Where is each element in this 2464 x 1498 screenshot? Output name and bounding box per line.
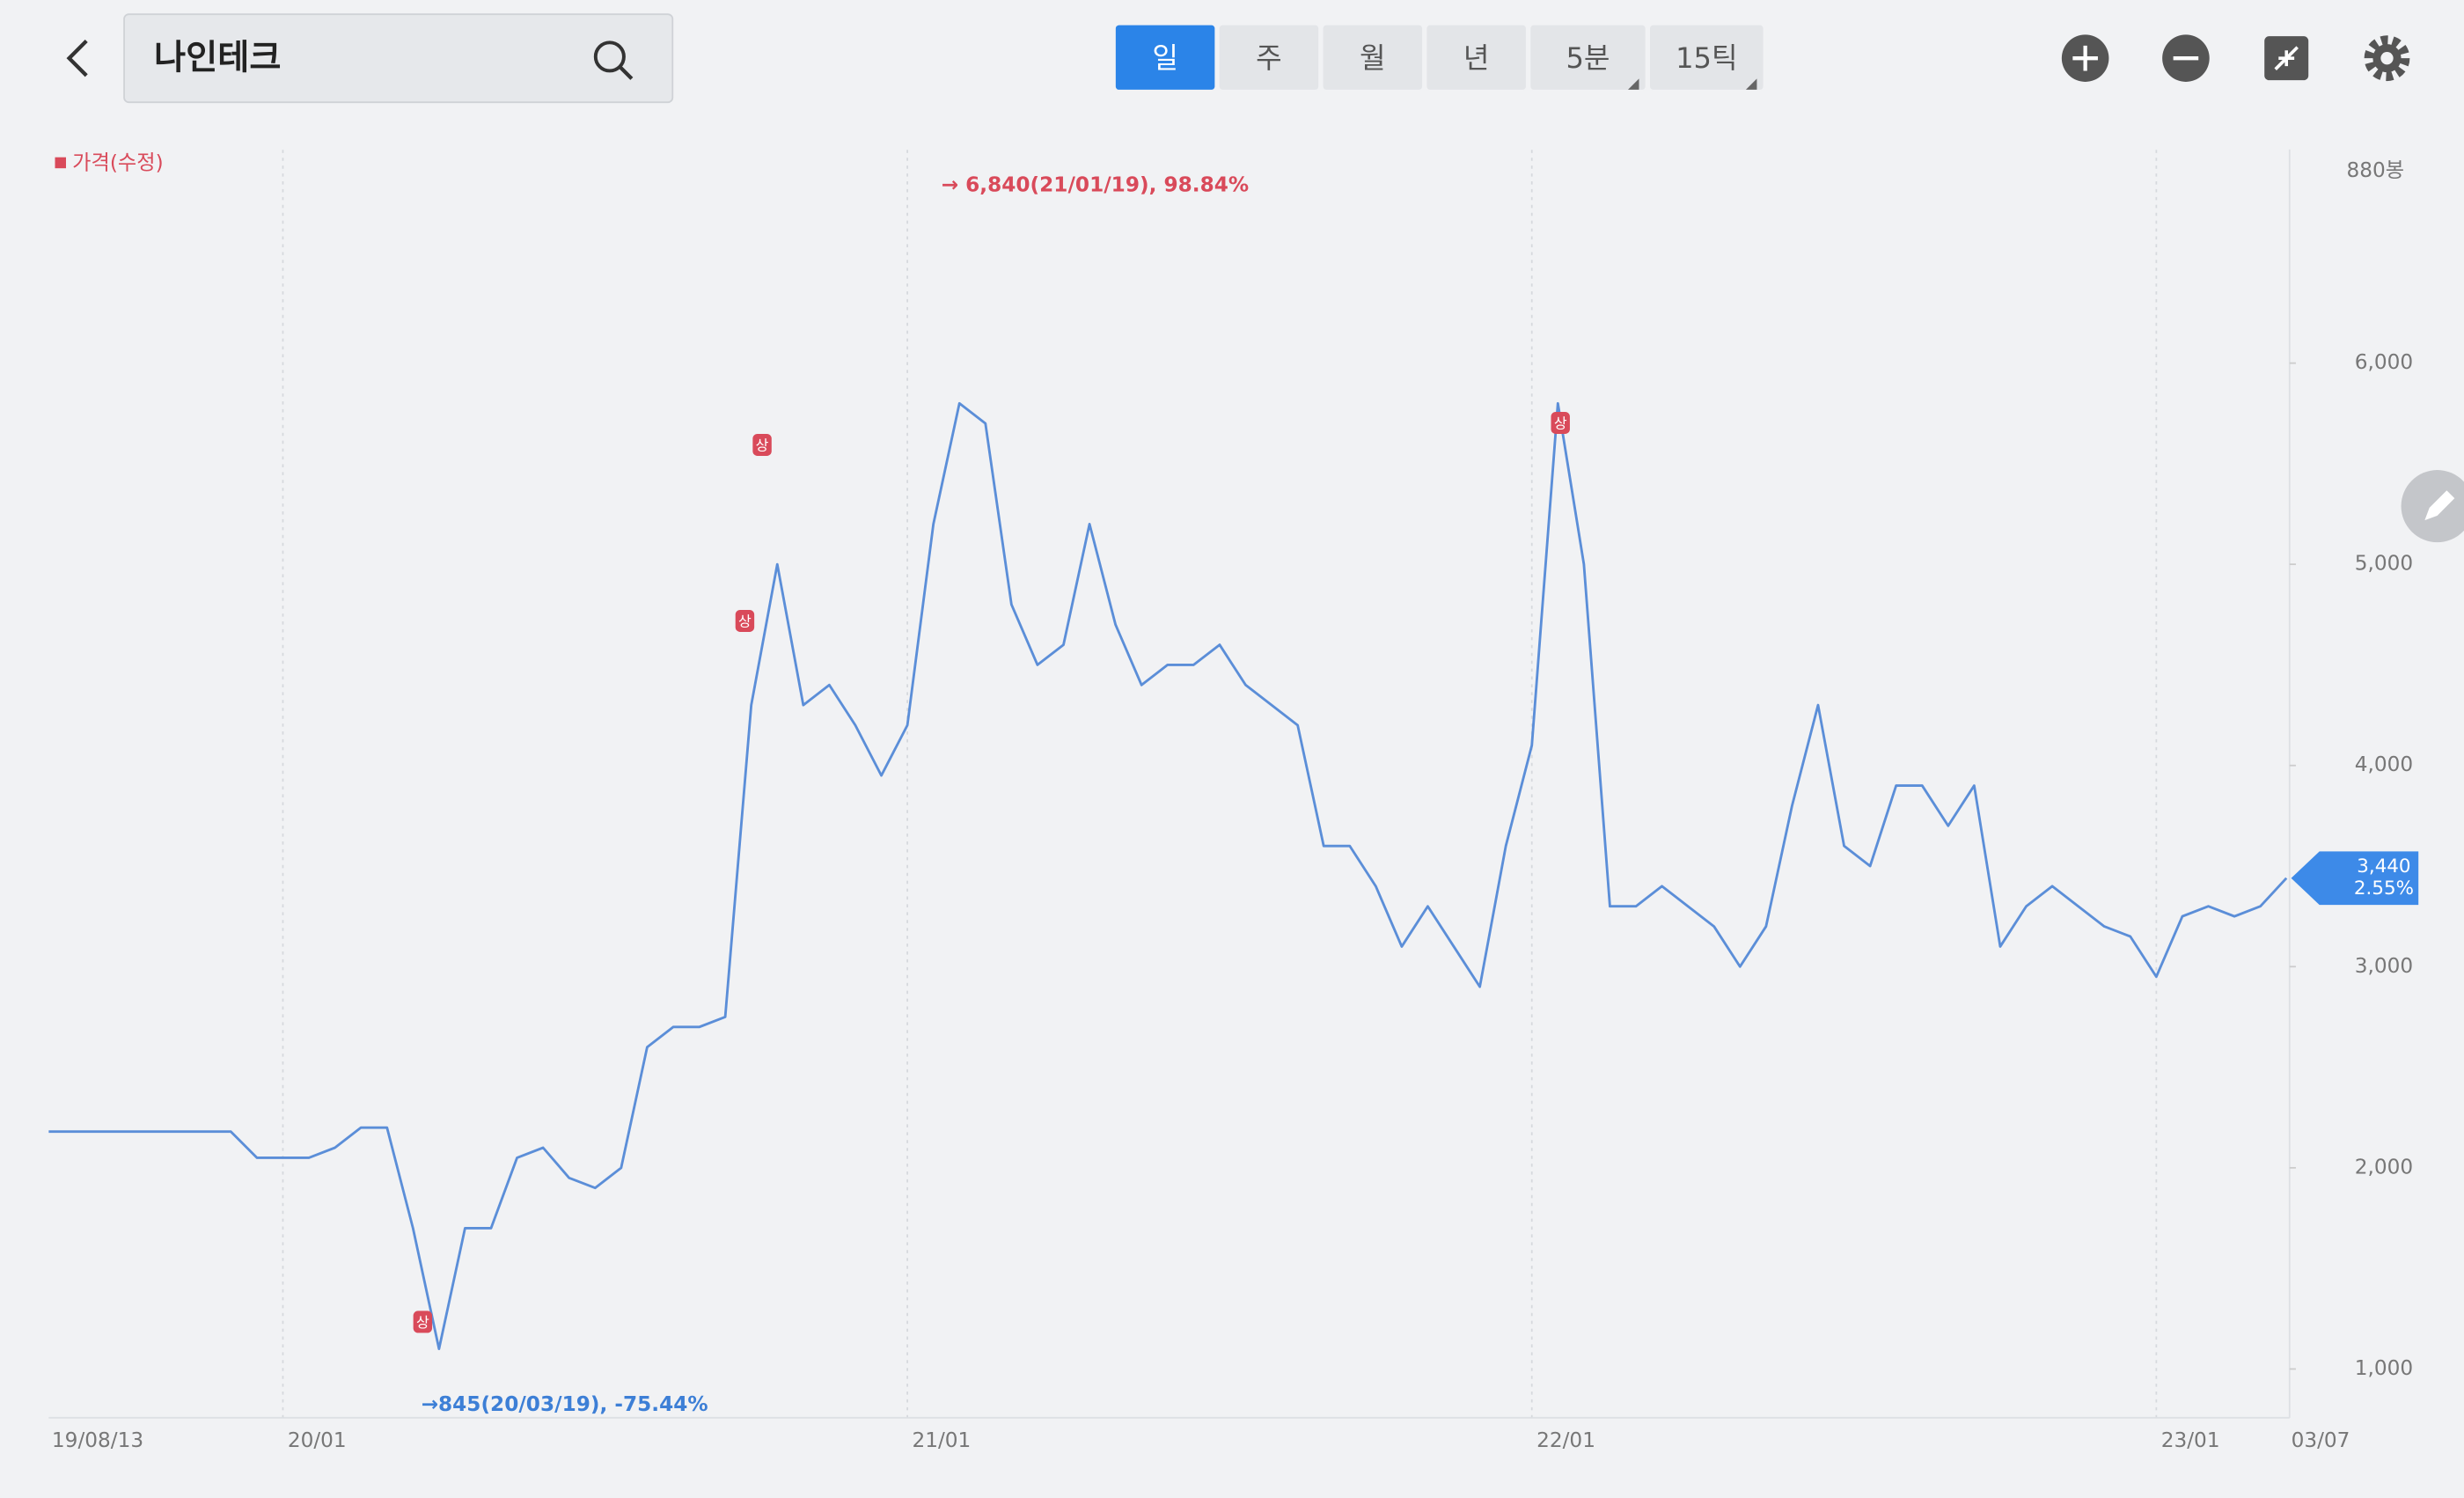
zoom-in[interactable] <box>2061 34 2109 82</box>
tab[interactable] <box>1115 25 1215 90</box>
settings-button[interactable] <box>2364 35 2410 82</box>
price-line <box>48 401 2288 1350</box>
tab-dropdown-corner <box>1745 78 1757 90</box>
tab-label: 5분 <box>1566 41 1610 75</box>
y-tick-label: 6,000 <box>2355 350 2413 374</box>
tab-label: 15틱 <box>1676 41 1737 75</box>
search-box[interactable] <box>123 13 674 104</box>
x-tick-label: 03/07 <box>2292 1428 2350 1452</box>
high-annotation: → 6,840(21/01/19), 98.84% <box>942 173 1249 196</box>
search-icon[interactable] <box>593 40 634 80</box>
limit-up-badge <box>752 433 772 456</box>
tab-label: 일 <box>1152 41 1178 75</box>
collapse-button[interactable] <box>2264 36 2309 81</box>
x-tick-label: 19/08/13 <box>52 1428 143 1452</box>
y-tick-label: 2,000 <box>2355 1155 2413 1179</box>
tab[interactable] <box>1426 25 1526 90</box>
current-price-tag <box>2291 851 2419 906</box>
limit-up-label: 상 <box>1554 415 1567 432</box>
tab-label: 년 <box>1463 41 1490 75</box>
x-tick-label: 21/01 <box>912 1428 971 1452</box>
tab-dropdown-corner <box>1628 78 1639 90</box>
limit-up-label: 상 <box>756 437 769 454</box>
tab[interactable] <box>1323 25 1423 90</box>
limit-up-label: 상 <box>416 1314 429 1331</box>
search-query: 나인테크 <box>154 38 282 77</box>
draw-button[interactable] <box>2401 470 2464 543</box>
tab[interactable] <box>1219 25 1319 90</box>
current-price: 3,440 <box>2357 855 2410 878</box>
search-icon-handle <box>619 66 634 80</box>
y-tick-label: 1,000 <box>2355 1356 2413 1380</box>
x-tick-label: 23/01 <box>2161 1428 2220 1452</box>
limit-up-badge <box>1551 411 1570 434</box>
limit-up-label: 상 <box>738 613 752 630</box>
tab[interactable] <box>1650 25 1764 90</box>
current-change: 2.55% <box>2354 878 2414 900</box>
limit-up-badge <box>735 609 755 632</box>
tab-label: 월 <box>1360 41 1386 75</box>
legend-label: 가격(수정) <box>72 151 163 174</box>
y-tick-label: 4,000 <box>2355 753 2413 776</box>
search-icon-circle <box>593 40 626 73</box>
bar-count: 880봉 <box>2347 158 2405 182</box>
back-button[interactable] <box>66 40 88 77</box>
tab[interactable] <box>1530 25 1646 90</box>
y-tick-label: 5,000 <box>2355 552 2413 576</box>
limit-up-badge <box>413 1311 433 1333</box>
x-tick-label: 20/01 <box>288 1428 347 1452</box>
y-tick-label: 3,000 <box>2355 954 2413 978</box>
x-tick-label: 22/01 <box>1536 1428 1595 1452</box>
tab-label: 주 <box>1256 41 1282 75</box>
legend-marker <box>55 157 66 169</box>
zoom-out[interactable] <box>2162 34 2210 82</box>
period-tabs: 일 주 월 년 5분 15틱 <box>1115 25 1764 90</box>
low-annotation: →845(20/03/19), -75.44% <box>422 1392 708 1416</box>
